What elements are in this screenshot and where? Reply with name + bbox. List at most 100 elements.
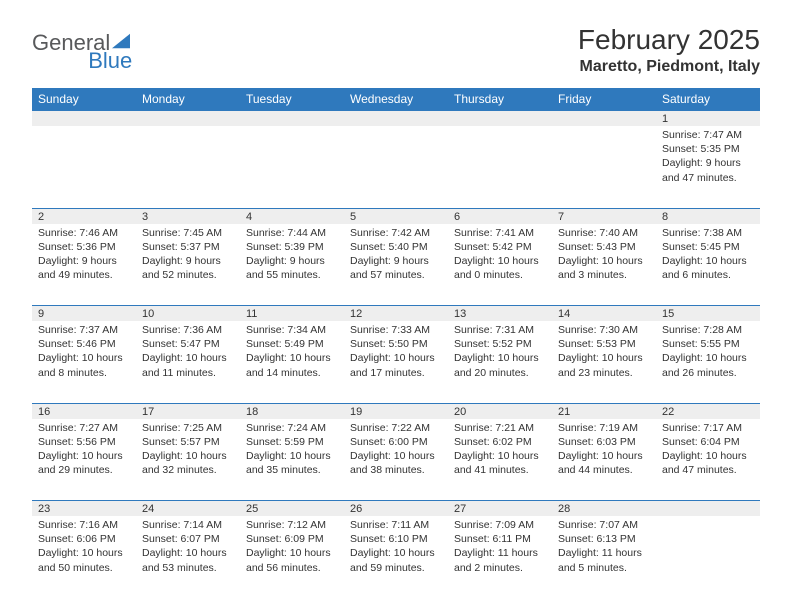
calendar-table: Sunday Monday Tuesday Wednesday Thursday… [32,88,760,598]
daylight2-text: and 2 minutes. [454,561,546,575]
day-cell: Sunrise: 7:30 AMSunset: 5:53 PMDaylight:… [552,321,656,403]
day-number: 9 [32,306,136,322]
sunset-text: Sunset: 5:35 PM [662,142,754,156]
daylight2-text: and 23 minutes. [558,366,650,380]
daylight2-text: and 29 minutes. [38,463,130,477]
day-header: Sunday [32,88,136,111]
daylight2-text: and 35 minutes. [246,463,338,477]
sunrise-text: Sunrise: 7:44 AM [246,226,338,240]
sunset-text: Sunset: 5:42 PM [454,240,546,254]
sunset-text: Sunset: 5:36 PM [38,240,130,254]
content-row: Sunrise: 7:47 AMSunset: 5:35 PMDaylight:… [32,126,760,208]
daylight1-text: Daylight: 10 hours [454,351,546,365]
daylight2-text: and 57 minutes. [350,268,442,282]
day-cell: Sunrise: 7:44 AMSunset: 5:39 PMDaylight:… [240,224,344,306]
daylight2-text: and 47 minutes. [662,463,754,477]
sunrise-text: Sunrise: 7:42 AM [350,226,442,240]
day-cell: Sunrise: 7:45 AMSunset: 5:37 PMDaylight:… [136,224,240,306]
daylight1-text: Daylight: 10 hours [454,254,546,268]
logo-text-blue: Blue [88,48,132,73]
day-cell: Sunrise: 7:11 AMSunset: 6:10 PMDaylight:… [344,516,448,598]
day-number: 25 [240,501,344,517]
daylight1-text: Daylight: 9 hours [38,254,130,268]
daylight1-text: Daylight: 10 hours [38,351,130,365]
daylight2-text: and 47 minutes. [662,171,754,185]
daylight1-text: Daylight: 10 hours [38,546,130,560]
day-number: 28 [552,501,656,517]
day-number: 10 [136,306,240,322]
content-row: Sunrise: 7:27 AMSunset: 5:56 PMDaylight:… [32,419,760,501]
sunrise-text: Sunrise: 7:12 AM [246,518,338,532]
sunset-text: Sunset: 6:10 PM [350,532,442,546]
day-header: Wednesday [344,88,448,111]
day-cell [32,126,136,208]
sunrise-text: Sunrise: 7:36 AM [142,323,234,337]
day-number [136,111,240,127]
daynum-row: 1 [32,111,760,127]
sunset-text: Sunset: 6:04 PM [662,435,754,449]
daynum-row: 232425262728 [32,501,760,517]
daynum-row: 2345678 [32,208,760,224]
day-number: 11 [240,306,344,322]
day-cell: Sunrise: 7:16 AMSunset: 6:06 PMDaylight:… [32,516,136,598]
sunrise-text: Sunrise: 7:25 AM [142,421,234,435]
day-header: Friday [552,88,656,111]
day-cell: Sunrise: 7:07 AMSunset: 6:13 PMDaylight:… [552,516,656,598]
day-number: 23 [32,501,136,517]
sunrise-text: Sunrise: 7:14 AM [142,518,234,532]
daylight1-text: Daylight: 10 hours [350,351,442,365]
day-number [656,501,760,517]
daylight1-text: Daylight: 9 hours [142,254,234,268]
day-number: 12 [344,306,448,322]
sunrise-text: Sunrise: 7:30 AM [558,323,650,337]
sunrise-text: Sunrise: 7:45 AM [142,226,234,240]
sunrise-text: Sunrise: 7:09 AM [454,518,546,532]
daylight2-text: and 56 minutes. [246,561,338,575]
title-block: February 2025 Maretto, Piedmont, Italy [578,24,760,76]
sunset-text: Sunset: 6:06 PM [38,532,130,546]
header: General Blue February 2025 Maretto, Pied… [32,24,760,76]
sunrise-text: Sunrise: 7:19 AM [558,421,650,435]
day-cell: Sunrise: 7:37 AMSunset: 5:46 PMDaylight:… [32,321,136,403]
daylight2-text: and 59 minutes. [350,561,442,575]
day-number: 15 [656,306,760,322]
sunrise-text: Sunrise: 7:40 AM [558,226,650,240]
day-cell: Sunrise: 7:25 AMSunset: 5:57 PMDaylight:… [136,419,240,501]
sunrise-text: Sunrise: 7:38 AM [662,226,754,240]
sunset-text: Sunset: 5:39 PM [246,240,338,254]
day-number [552,111,656,127]
day-cell: Sunrise: 7:12 AMSunset: 6:09 PMDaylight:… [240,516,344,598]
day-cell: Sunrise: 7:31 AMSunset: 5:52 PMDaylight:… [448,321,552,403]
daylight1-text: Daylight: 10 hours [662,449,754,463]
sunrise-text: Sunrise: 7:27 AM [38,421,130,435]
day-header: Saturday [656,88,760,111]
daylight2-text: and 0 minutes. [454,268,546,282]
daylight1-text: Daylight: 10 hours [558,254,650,268]
daylight2-text: and 6 minutes. [662,268,754,282]
sunrise-text: Sunrise: 7:47 AM [662,128,754,142]
sunset-text: Sunset: 5:52 PM [454,337,546,351]
sunset-text: Sunset: 5:55 PM [662,337,754,351]
day-header: Thursday [448,88,552,111]
day-cell [448,126,552,208]
day-cell: Sunrise: 7:09 AMSunset: 6:11 PMDaylight:… [448,516,552,598]
day-number: 6 [448,208,552,224]
day-number: 8 [656,208,760,224]
daylight1-text: Daylight: 10 hours [662,351,754,365]
daynum-row: 16171819202122 [32,403,760,419]
daylight1-text: Daylight: 11 hours [454,546,546,560]
day-cell: Sunrise: 7:19 AMSunset: 6:03 PMDaylight:… [552,419,656,501]
sunset-text: Sunset: 5:40 PM [350,240,442,254]
daylight1-text: Daylight: 9 hours [662,156,754,170]
day-number: 17 [136,403,240,419]
day-number: 27 [448,501,552,517]
sunrise-text: Sunrise: 7:28 AM [662,323,754,337]
day-cell: Sunrise: 7:22 AMSunset: 6:00 PMDaylight:… [344,419,448,501]
day-number: 26 [344,501,448,517]
sunset-text: Sunset: 5:45 PM [662,240,754,254]
sunset-text: Sunset: 6:03 PM [558,435,650,449]
day-number: 13 [448,306,552,322]
sunset-text: Sunset: 5:49 PM [246,337,338,351]
content-row: Sunrise: 7:46 AMSunset: 5:36 PMDaylight:… [32,224,760,306]
sunset-text: Sunset: 6:07 PM [142,532,234,546]
